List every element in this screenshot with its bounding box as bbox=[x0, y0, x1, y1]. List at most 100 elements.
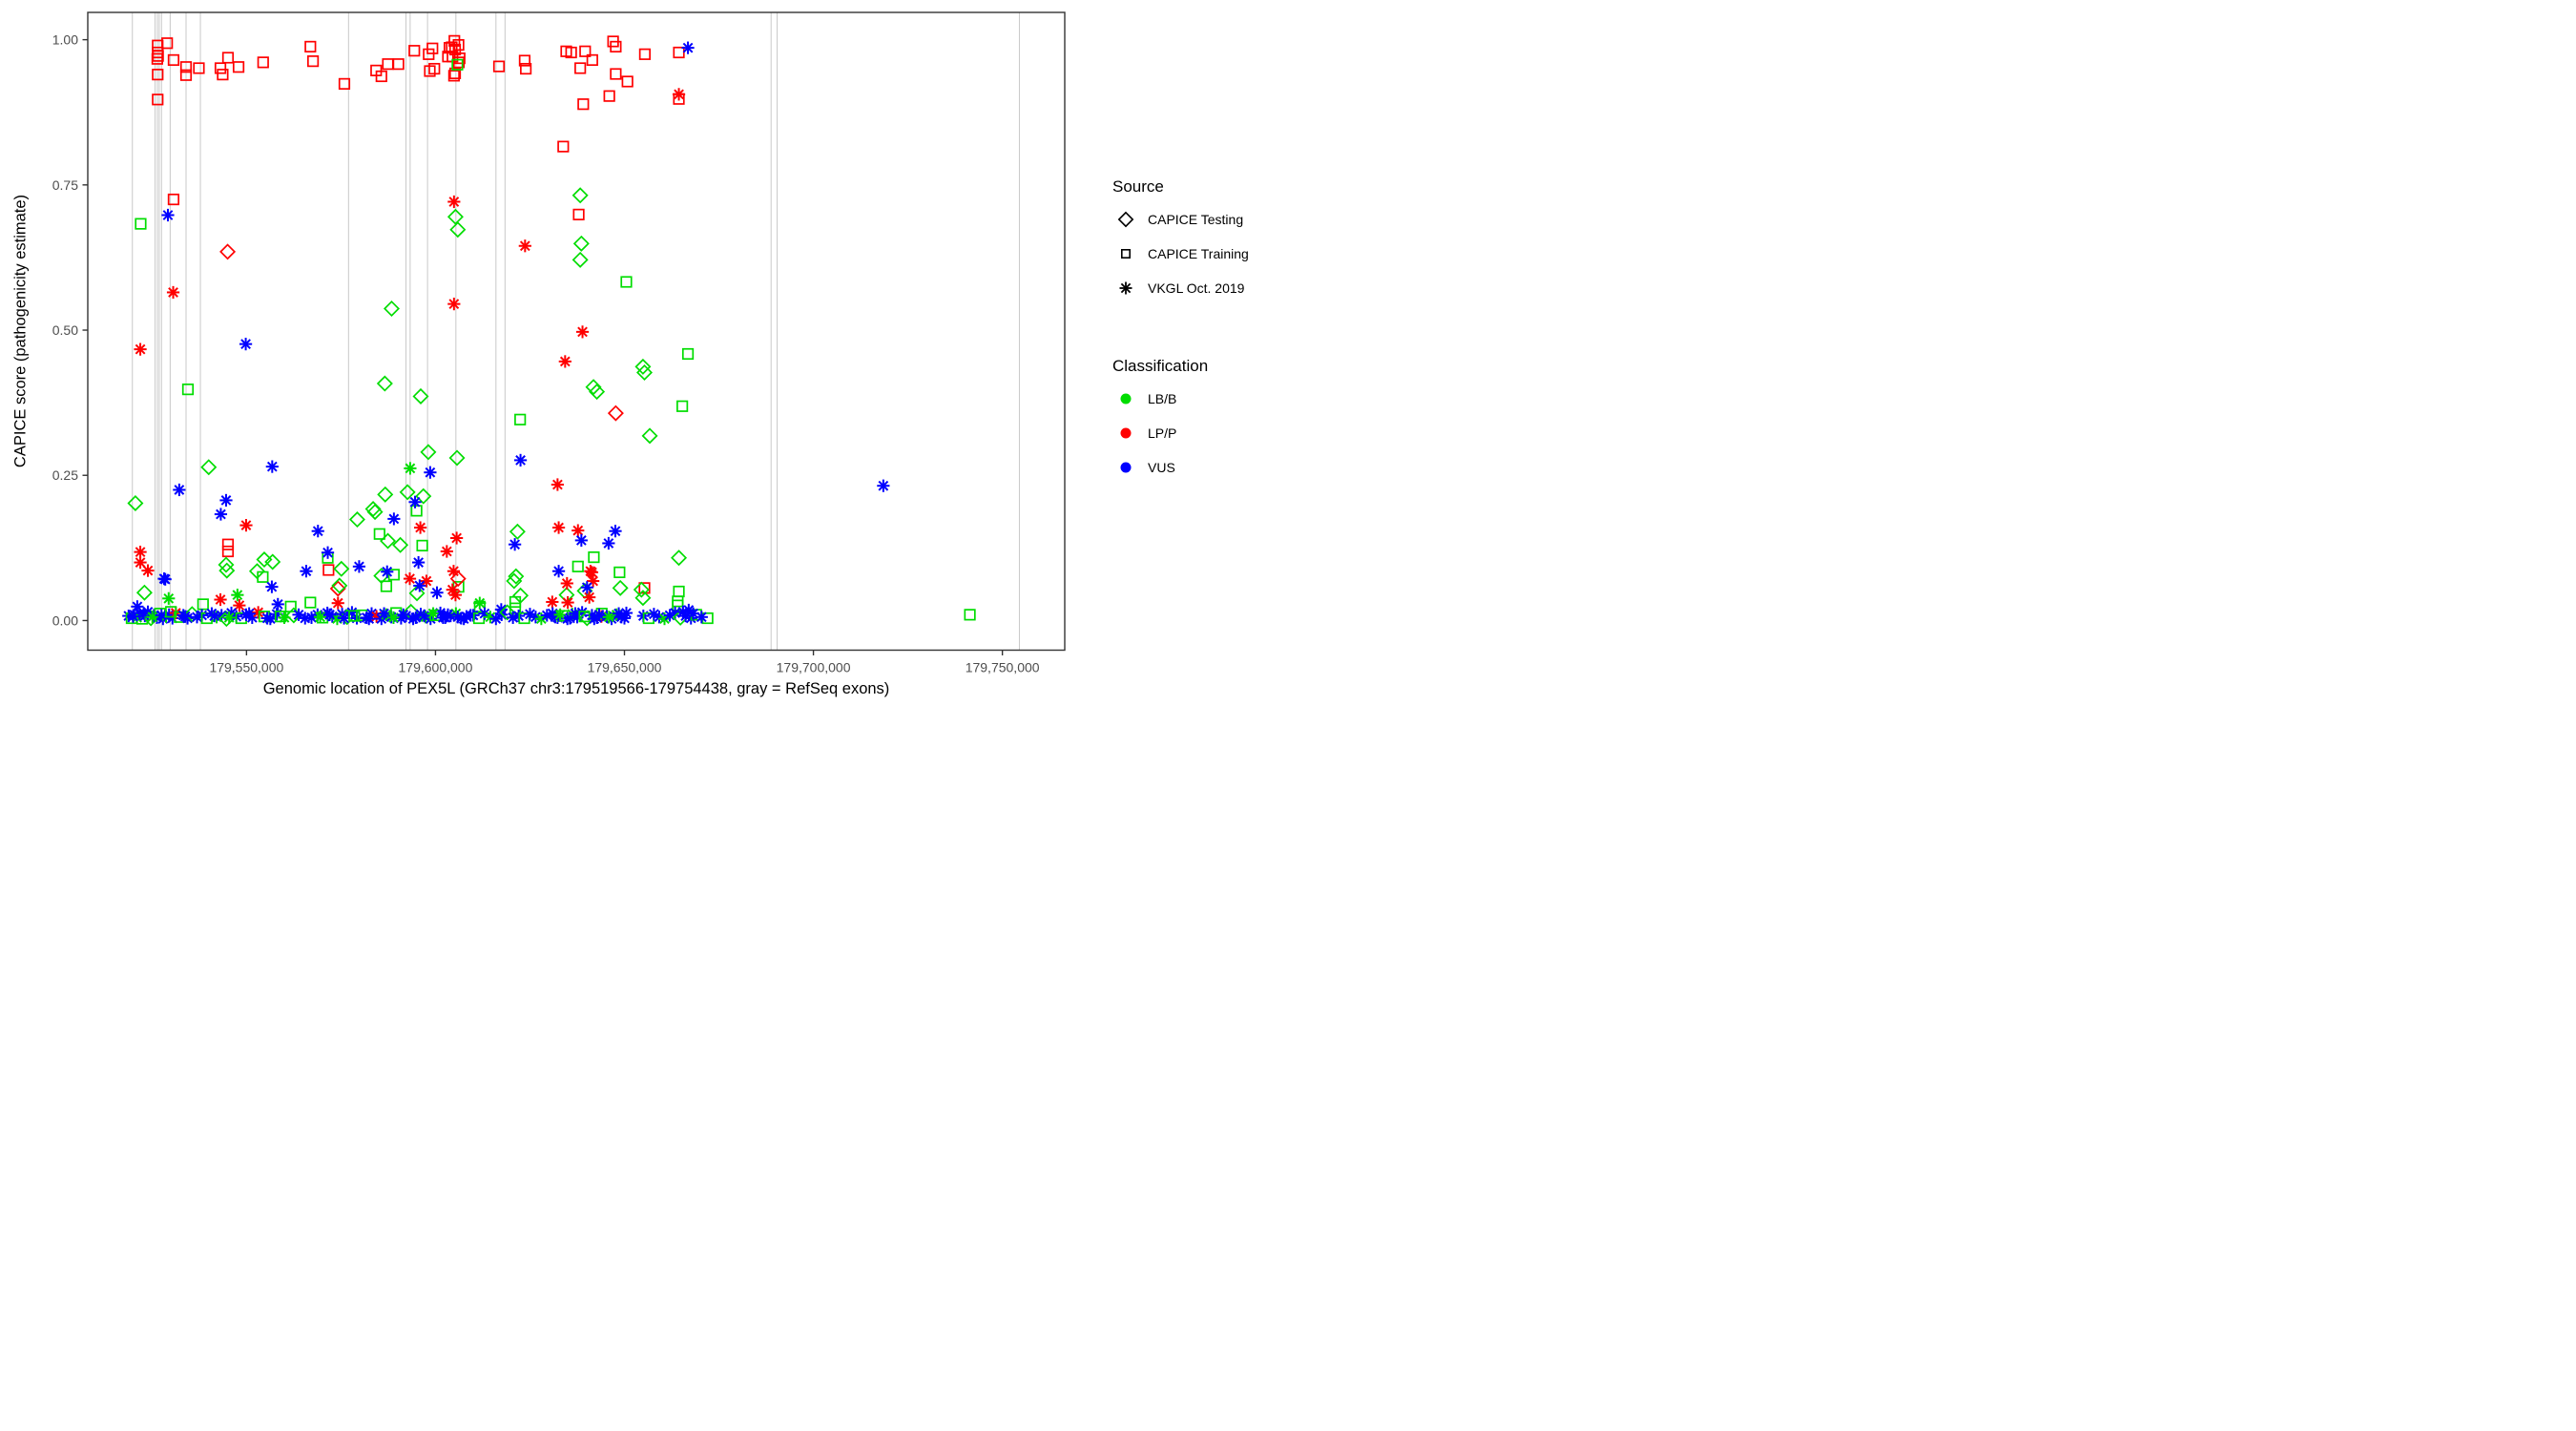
data-point bbox=[408, 585, 426, 602]
data-point bbox=[165, 606, 177, 618]
data-point bbox=[231, 589, 244, 602]
red-dot-icon bbox=[1120, 427, 1132, 439]
data-point bbox=[135, 584, 153, 601]
data-point bbox=[408, 495, 422, 508]
data-point bbox=[252, 606, 265, 619]
data-point bbox=[620, 276, 633, 288]
data-point bbox=[151, 52, 163, 65]
data-point bbox=[412, 387, 429, 404]
data-point bbox=[127, 494, 144, 511]
data-point bbox=[304, 40, 317, 53]
data-points bbox=[122, 34, 976, 628]
data-point bbox=[687, 607, 700, 620]
data-point bbox=[397, 608, 410, 621]
data-point bbox=[430, 586, 444, 599]
data-point bbox=[300, 565, 313, 578]
data-point bbox=[447, 70, 460, 82]
plot-panel-border bbox=[87, 11, 1066, 652]
data-point bbox=[217, 69, 229, 81]
data-point bbox=[557, 140, 570, 153]
data-point bbox=[452, 56, 466, 69]
data-point bbox=[420, 444, 437, 461]
data-point bbox=[572, 208, 585, 220]
data-point bbox=[509, 595, 522, 609]
data-point bbox=[338, 77, 351, 90]
data-point bbox=[386, 611, 401, 625]
data-point bbox=[257, 56, 269, 69]
data-point bbox=[560, 576, 573, 591]
legend-item-lpp: LP/P bbox=[1112, 416, 1208, 450]
y-tick-label: 1.00 bbox=[52, 32, 78, 48]
data-point bbox=[424, 466, 437, 479]
data-point bbox=[546, 595, 559, 609]
data-point bbox=[579, 45, 592, 57]
data-point bbox=[161, 37, 174, 50]
data-point bbox=[583, 591, 596, 604]
data-point bbox=[426, 42, 439, 54]
legend-item-label: CAPICE Training bbox=[1148, 246, 1249, 261]
data-point bbox=[135, 218, 147, 230]
y-axis-ticks: 0.00 0.25 0.50 0.75 1.00 bbox=[52, 32, 88, 628]
data-point bbox=[221, 52, 235, 64]
data-point bbox=[572, 235, 590, 252]
data-point bbox=[181, 384, 195, 396]
data-point bbox=[375, 70, 387, 83]
data-point bbox=[377, 486, 394, 503]
data-point bbox=[260, 612, 274, 625]
data-point bbox=[179, 69, 193, 81]
data-point bbox=[964, 609, 976, 621]
data-point bbox=[613, 566, 626, 579]
data-point bbox=[602, 611, 615, 624]
legend-item-vus: VUS bbox=[1112, 450, 1208, 485]
data-point bbox=[668, 606, 682, 620]
data-point bbox=[178, 610, 192, 623]
data-point bbox=[242, 607, 256, 620]
data-point bbox=[509, 538, 522, 551]
data-point bbox=[473, 596, 487, 610]
data-point bbox=[638, 48, 651, 60]
data-point bbox=[214, 508, 228, 521]
data-point bbox=[331, 577, 348, 594]
data-point bbox=[681, 347, 695, 361]
data-point bbox=[403, 572, 417, 586]
data-point bbox=[179, 61, 193, 73]
data-point bbox=[333, 560, 350, 577]
data-point bbox=[571, 560, 584, 572]
data-point bbox=[381, 565, 394, 578]
data-point bbox=[208, 609, 221, 623]
data-point bbox=[617, 612, 632, 625]
data-point bbox=[569, 607, 582, 620]
y-tick-label: 0.75 bbox=[52, 177, 78, 193]
data-point bbox=[193, 62, 205, 74]
data-point bbox=[612, 579, 629, 596]
x-axis-ticks: 179,550,000 179,600,000 179,650,000 179,700… bbox=[209, 650, 1040, 675]
data-point bbox=[322, 564, 335, 576]
data-point bbox=[561, 595, 574, 610]
data-point bbox=[635, 363, 654, 381]
data-point bbox=[152, 69, 164, 81]
data-point bbox=[551, 521, 566, 534]
data-point bbox=[585, 566, 599, 579]
data-point bbox=[377, 607, 391, 620]
data-point bbox=[376, 375, 393, 392]
data-point bbox=[406, 612, 420, 626]
data-point bbox=[157, 572, 171, 586]
data-point bbox=[366, 504, 384, 521]
y-axis-title: CAPICE score (pathogenicity estimate) bbox=[11, 194, 30, 468]
data-point bbox=[408, 45, 421, 57]
data-point bbox=[672, 88, 686, 101]
data-point bbox=[558, 355, 571, 368]
legend-item-label: CAPICE Testing bbox=[1148, 212, 1244, 227]
data-point bbox=[413, 579, 426, 592]
data-point bbox=[380, 532, 397, 550]
x-tick-label: 179,600,000 bbox=[399, 660, 473, 675]
data-point bbox=[551, 478, 564, 491]
legend-source-title: Source bbox=[1112, 177, 1164, 196]
data-point bbox=[173, 483, 186, 497]
data-point bbox=[509, 523, 526, 540]
data-point bbox=[214, 592, 227, 607]
data-point bbox=[441, 608, 455, 621]
x-tick-label: 179,650,000 bbox=[588, 660, 662, 675]
data-point bbox=[352, 560, 366, 573]
data-point bbox=[877, 479, 890, 492]
